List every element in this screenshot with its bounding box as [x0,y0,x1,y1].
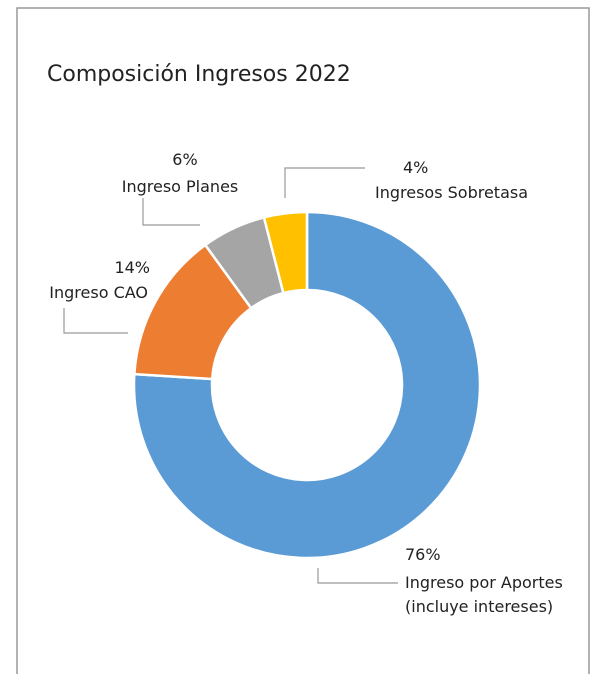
data-label: 6% [172,150,198,169]
leader-line [284,167,365,198]
leader-lines [63,167,398,584]
data-label: 4% [403,158,429,177]
data-label: 76% [405,545,441,564]
chart-title: Composición Ingresos 2022 [47,62,351,87]
leader-line [142,198,200,226]
category-label: Ingreso CAO [49,283,148,302]
donut-slice [262,210,309,295]
frame [16,7,590,674]
category-label: Ingreso por Aportes (incluye intereses) [405,573,563,616]
category-label: Ingreso Planes [121,177,239,196]
category-label: Ingresos Sobretasa [375,183,529,202]
leader-line [63,308,128,334]
donut-slice [132,210,482,560]
leader-line [317,568,398,584]
data-label: 14% [114,258,150,277]
